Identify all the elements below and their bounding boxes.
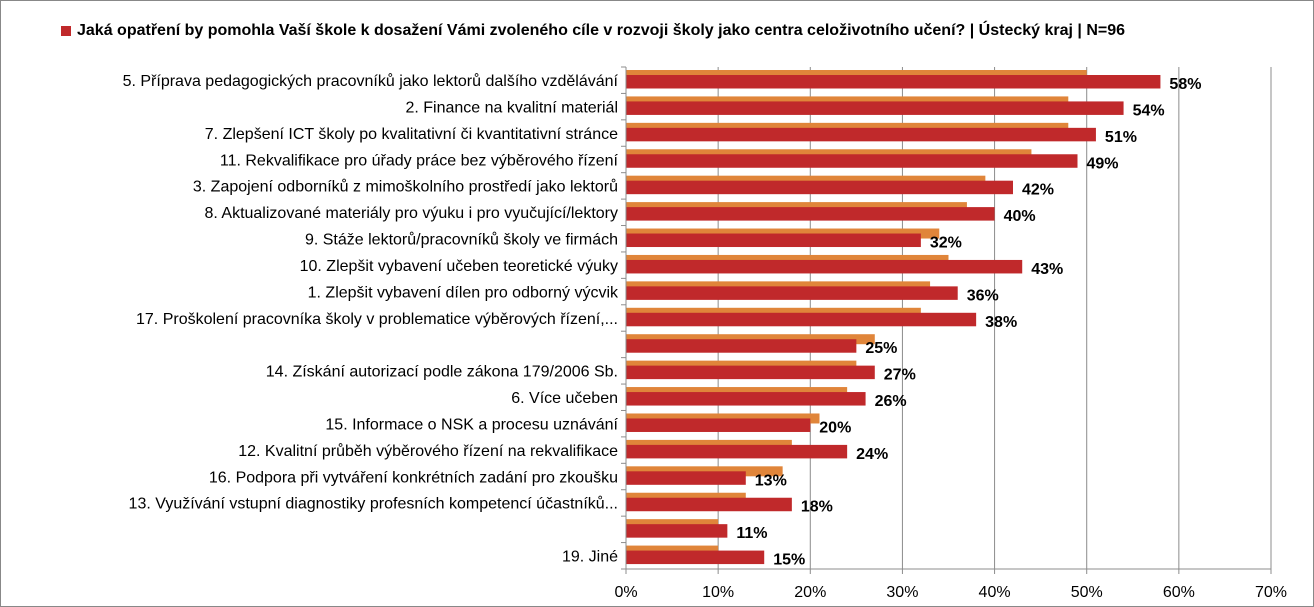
bar-series-2 — [626, 471, 746, 485]
data-label: 54% — [1133, 102, 1165, 119]
chart-legend: Jaká opatření by pomohla Vaší škole k do… — [61, 20, 1271, 42]
bar-series-2 — [626, 259, 1023, 274]
bar-series-2 — [626, 207, 995, 221]
category-label: 19. Jiné — [562, 549, 618, 566]
category-label: 17. Proškolení pracovníka školy v proble… — [136, 311, 618, 328]
bar-series-2 — [626, 154, 1078, 168]
x-tick-label: 30% — [886, 584, 918, 601]
data-label: 27% — [884, 367, 916, 384]
data-label: 20% — [819, 419, 851, 436]
category-label: 3. Zapojení odborníků z mimoškolního pro… — [193, 178, 618, 196]
bar-series-2 — [626, 339, 857, 353]
bar-series-2 — [626, 444, 848, 459]
bar-series-2 — [626, 75, 1161, 89]
category-label: 8. Aktualizované materiály pro výuku i p… — [204, 205, 618, 222]
data-label: 40% — [1004, 208, 1036, 225]
bar-series-2 — [626, 365, 875, 380]
category-label: 1. Zlepšit vybavení dílen pro odborný vý… — [308, 284, 619, 301]
data-label: 36% — [967, 287, 999, 304]
data-label: 24% — [856, 446, 888, 463]
bar-series-2 — [626, 101, 1124, 115]
chart-title: Jaká opatření by pomohla Vaší škole k do… — [77, 22, 1126, 39]
bar-series-2 — [626, 524, 728, 538]
bar-series-2 — [626, 286, 958, 300]
x-tick-label: 20% — [794, 584, 826, 601]
category-label: 5. Příprava pedagogických pracovníků jak… — [123, 72, 619, 90]
bar-series-2 — [626, 550, 765, 565]
x-tick-label: 0% — [614, 584, 637, 601]
legend-swatch-icon — [61, 26, 71, 36]
category-label: 7. Zlepšení ICT školy po kvalitativní či… — [205, 126, 618, 143]
category-label: 12. Kvalitní průběh výběrového řízení na… — [238, 442, 618, 460]
data-label: 25% — [865, 340, 897, 357]
category-label: 11. Rekvalifikace pro úřady práce bez vý… — [220, 152, 619, 169]
bar-series-2 — [626, 180, 1013, 195]
data-label: 15% — [773, 552, 805, 569]
x-tick-label: 10% — [702, 584, 734, 601]
category-label: 16. Podpora při vytváření konkrétních za… — [209, 469, 618, 486]
category-label: 15. Informace o NSK a procesu uznávání — [325, 416, 618, 433]
bar-series-2 — [626, 418, 811, 432]
data-label: 43% — [1031, 261, 1063, 278]
x-tick-label: 60% — [1163, 584, 1195, 601]
bar-series-2 — [626, 392, 866, 406]
category-label: 6. Více učeben — [511, 390, 618, 407]
data-label: 18% — [801, 499, 833, 516]
category-label: 9. Stáže lektorů/pracovníků školy ve fir… — [305, 231, 618, 249]
data-label: 38% — [985, 314, 1017, 331]
x-tick-label: 50% — [1071, 584, 1103, 601]
data-label: 51% — [1105, 129, 1137, 146]
x-tick-label: 40% — [979, 584, 1011, 601]
data-label: 32% — [930, 235, 962, 252]
data-label: 13% — [755, 472, 787, 489]
bar-series-2 — [626, 312, 977, 327]
category-label: 14. Získání autorizací podle zákona 179/… — [266, 364, 618, 381]
bar-series-2 — [626, 497, 792, 512]
category-label: 2. Finance na kvalitní materiál — [405, 99, 618, 116]
data-label: 26% — [875, 393, 907, 410]
data-label: 11% — [736, 525, 767, 542]
bar-series-2 — [626, 233, 921, 248]
data-label: 49% — [1087, 155, 1119, 172]
x-tick-label: 70% — [1255, 584, 1287, 601]
data-label: 58% — [1169, 76, 1201, 93]
category-label: 13. Využívání vstupní diagnostiky profes… — [129, 495, 618, 513]
bar-series-2 — [626, 127, 1096, 142]
category-label: 10. Zlepšit vybavení učeben teoretické v… — [300, 258, 618, 275]
data-label: 42% — [1022, 182, 1054, 199]
